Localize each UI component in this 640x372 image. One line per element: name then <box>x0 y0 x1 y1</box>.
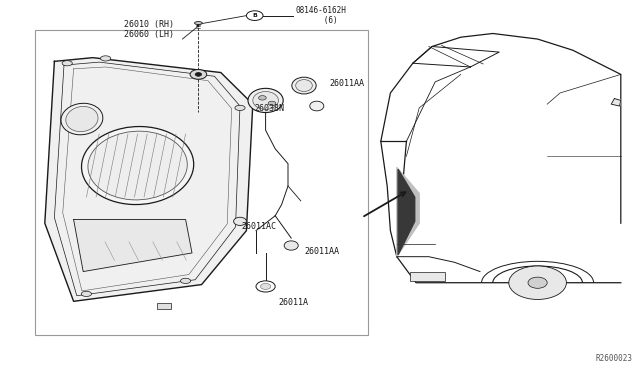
Circle shape <box>528 277 547 288</box>
Ellipse shape <box>81 126 194 205</box>
Polygon shape <box>398 169 415 255</box>
Ellipse shape <box>81 291 92 296</box>
Text: 26011AA: 26011AA <box>330 79 365 88</box>
Ellipse shape <box>235 105 245 110</box>
Ellipse shape <box>253 92 278 109</box>
Circle shape <box>246 11 263 20</box>
Ellipse shape <box>180 278 191 283</box>
Ellipse shape <box>248 89 283 112</box>
Ellipse shape <box>296 80 312 92</box>
Polygon shape <box>397 167 419 257</box>
Ellipse shape <box>292 77 316 94</box>
Circle shape <box>259 96 266 100</box>
Text: 08146-6162H
      (6): 08146-6162H (6) <box>296 6 346 25</box>
Circle shape <box>195 73 202 76</box>
Ellipse shape <box>61 103 103 135</box>
Text: 26010 (RH)
26060 (LH): 26010 (RH) 26060 (LH) <box>124 20 174 39</box>
Bar <box>157 303 171 309</box>
Ellipse shape <box>100 56 111 61</box>
Ellipse shape <box>284 241 298 250</box>
Polygon shape <box>45 58 253 301</box>
Text: 26011AC: 26011AC <box>242 222 277 231</box>
Ellipse shape <box>88 131 188 200</box>
Text: R2600023: R2600023 <box>595 354 632 363</box>
Circle shape <box>256 281 275 292</box>
Ellipse shape <box>62 61 72 66</box>
Polygon shape <box>74 219 192 272</box>
Circle shape <box>509 266 566 299</box>
Polygon shape <box>611 99 621 106</box>
Text: 26011AA: 26011AA <box>304 247 339 256</box>
Circle shape <box>190 70 207 79</box>
Text: 26038N: 26038N <box>254 105 284 113</box>
Ellipse shape <box>66 106 98 132</box>
Text: 26011A: 26011A <box>278 298 308 307</box>
Ellipse shape <box>195 22 202 25</box>
Bar <box>35 30 368 335</box>
Text: B: B <box>252 13 257 18</box>
Circle shape <box>268 101 276 106</box>
Ellipse shape <box>234 217 246 225</box>
Bar <box>410 272 445 281</box>
Circle shape <box>260 283 271 289</box>
Ellipse shape <box>310 101 324 111</box>
